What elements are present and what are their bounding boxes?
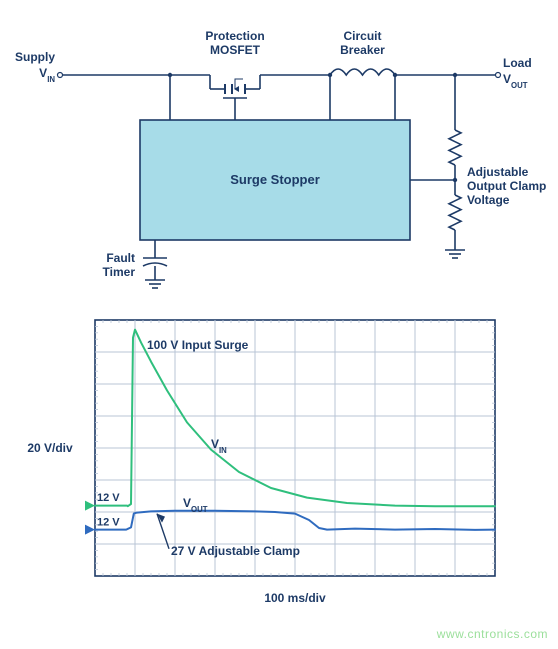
svg-text:12 V: 12 V (97, 492, 120, 504)
svg-text:Circuit: Circuit (343, 29, 381, 43)
svg-text:100 ms/div: 100 ms/div (264, 591, 326, 605)
svg-text:Supply: Supply (15, 50, 55, 64)
svg-text:Surge Stopper: Surge Stopper (230, 172, 320, 187)
svg-text:20 V/div: 20 V/div (27, 441, 73, 455)
svg-text:12 V: 12 V (97, 516, 120, 528)
svg-text:Load: Load (503, 56, 532, 70)
svg-text:100 V Input Surge: 100 V Input Surge (147, 338, 249, 352)
svg-text:Voltage: Voltage (467, 193, 510, 207)
svg-text:VIN: VIN (39, 66, 55, 84)
svg-text:VOUT: VOUT (503, 72, 528, 90)
svg-text:Adjustable: Adjustable (467, 165, 529, 179)
svg-text:Output Clamp: Output Clamp (467, 179, 546, 193)
schematic-diagram: Surge Stopper Supply VIN ProtectionMOSFET Ci… (0, 0, 558, 300)
watermark-text: www.cntronics.com (437, 627, 548, 641)
svg-text:Breaker: Breaker (340, 43, 385, 57)
svg-text:27 V Adjustable Clamp: 27 V Adjustable Clamp (171, 544, 300, 558)
svg-text:MOSFET: MOSFET (210, 43, 261, 57)
svg-text:Timer: Timer (103, 265, 136, 279)
oscilloscope-plot: 20 V/div100 ms/div100 V Input SurgeVINVO… (0, 300, 558, 630)
svg-text:Fault: Fault (106, 251, 135, 265)
svg-text:Protection: Protection (205, 29, 264, 43)
